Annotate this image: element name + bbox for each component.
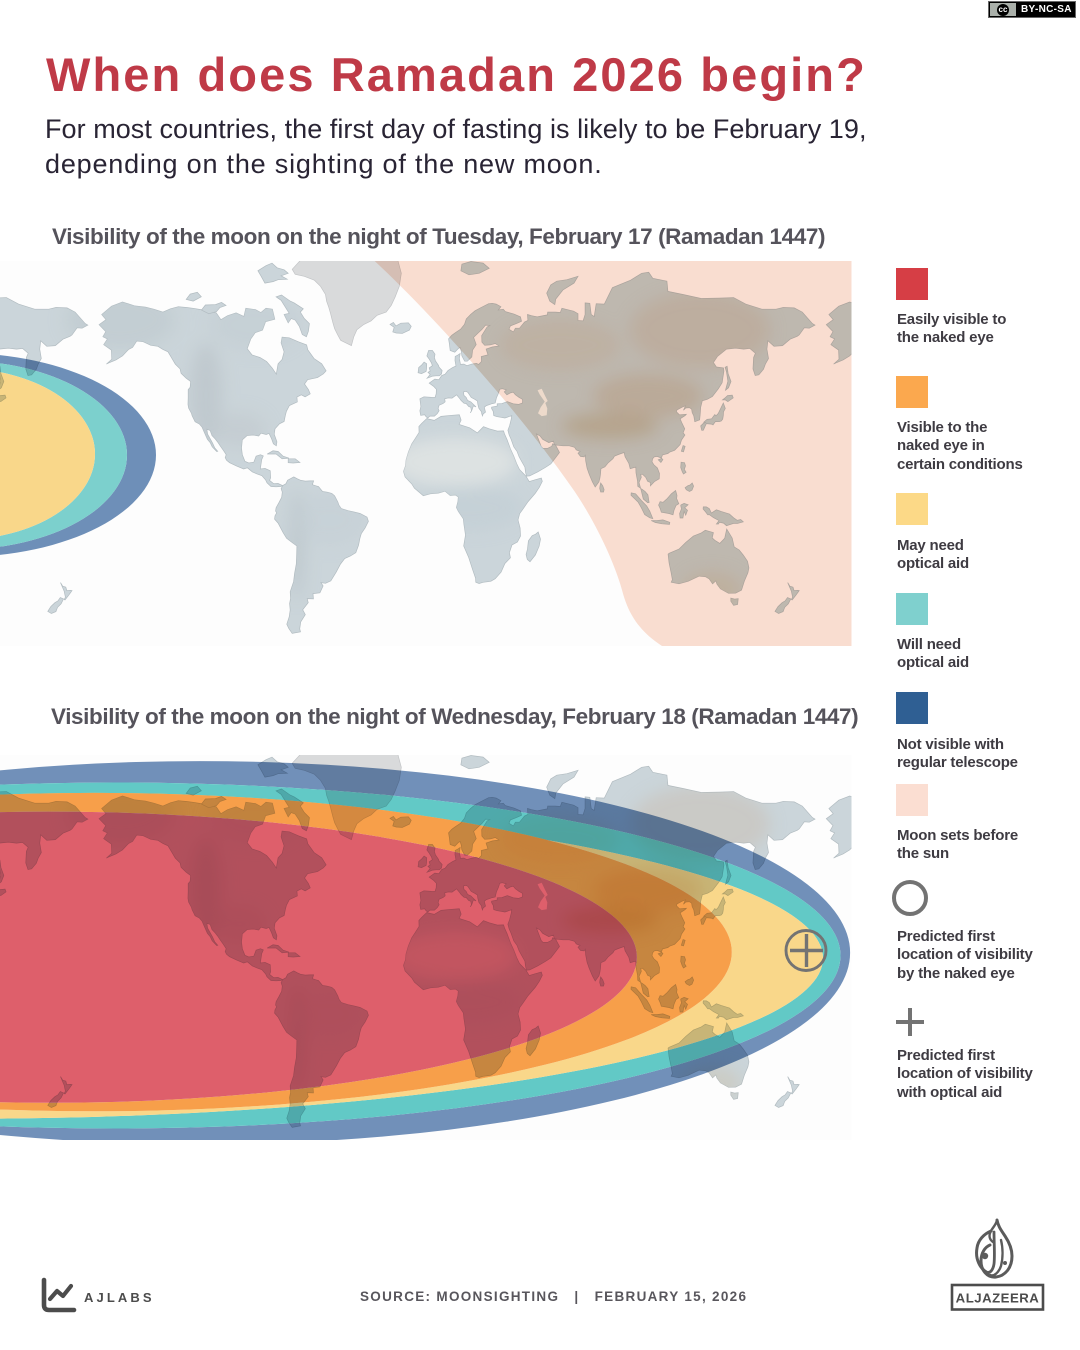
svg-text:AJLABS: AJLABS bbox=[84, 1290, 155, 1305]
svg-text:ALJAZEERA: ALJAZEERA bbox=[956, 1291, 1040, 1306]
